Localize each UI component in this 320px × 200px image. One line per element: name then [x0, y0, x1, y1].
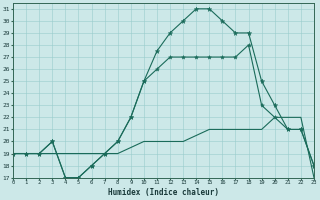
- X-axis label: Humidex (Indice chaleur): Humidex (Indice chaleur): [108, 188, 219, 197]
